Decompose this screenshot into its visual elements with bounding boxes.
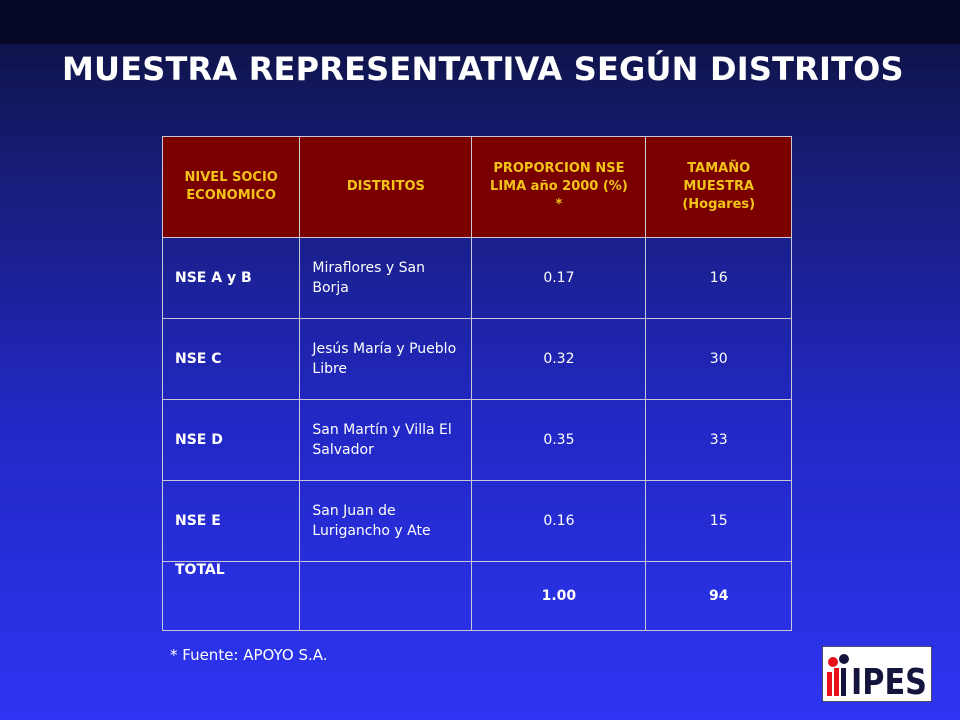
table-row: NSE D San Martín y Villa El Salvador 0.3… bbox=[161, 399, 792, 481]
page-title: MUESTRA REPRESENTATIVA SEGÚN DISTRITOS bbox=[62, 50, 904, 88]
total-proportion: 1.00 bbox=[471, 561, 647, 631]
table-row: NSE C Jesús María y Pueblo Libre 0.32 30 bbox=[161, 318, 792, 400]
header-level: NIVEL SOCIO ECONOMICO bbox=[161, 136, 301, 238]
ipes-logo-graphic: IPES bbox=[821, 645, 933, 703]
logo-frame bbox=[821, 645, 933, 703]
row-proportion: 0.35 bbox=[471, 399, 647, 481]
row-level: NSE D bbox=[161, 399, 301, 481]
sample-table: NIVEL SOCIO ECONOMICO DISTRITOS PROPORCI… bbox=[161, 136, 792, 631]
row-district: Jesús María y Pueblo Libre bbox=[299, 318, 473, 400]
row-sample-size: 33 bbox=[645, 399, 792, 481]
row-level: NSE A y B bbox=[161, 237, 301, 319]
ipes-logo: IPES bbox=[821, 645, 933, 703]
header-district: DISTRITOS bbox=[299, 136, 473, 238]
table-header-row: NIVEL SOCIO ECONOMICO DISTRITOS PROPORCI… bbox=[161, 136, 792, 238]
total-row: TOTAL 1.00 94 bbox=[161, 561, 792, 631]
logo-dot-red bbox=[828, 657, 838, 667]
row-level: NSE C bbox=[161, 318, 301, 400]
row-district: San Martín y Villa El Salvador bbox=[299, 399, 473, 481]
row-sample-size: 16 bbox=[645, 237, 792, 319]
logo-bar-2 bbox=[834, 668, 839, 696]
logo-dot-navy bbox=[839, 654, 849, 664]
total-label: TOTAL bbox=[161, 561, 301, 631]
source-footnote: * Fuente: APOYO S.A. bbox=[170, 646, 328, 664]
top-bar bbox=[0, 0, 960, 44]
row-sample-size: 15 bbox=[645, 480, 792, 562]
header-sample-size: TAMAÑO MUESTRA (Hogares) bbox=[645, 136, 792, 238]
row-proportion: 0.32 bbox=[471, 318, 647, 400]
header-proportion: PROPORCION NSE LIMA año 2000 (%) * bbox=[471, 136, 647, 238]
total-sample-size: 94 bbox=[645, 561, 792, 631]
row-proportion: 0.16 bbox=[471, 480, 647, 562]
row-level: NSE E bbox=[161, 480, 301, 562]
row-sample-size: 30 bbox=[645, 318, 792, 400]
total-district bbox=[299, 561, 473, 631]
logo-bar-1 bbox=[827, 672, 832, 696]
row-district: San Juan de Lurigancho y Ate bbox=[299, 480, 473, 562]
row-proportion: 0.17 bbox=[471, 237, 647, 319]
logo-text: IPES bbox=[851, 662, 927, 702]
table-row: NSE A y B Miraflores y San Borja 0.17 16 bbox=[161, 237, 792, 319]
table-row: NSE E San Juan de Lurigancho y Ate 0.16 … bbox=[161, 480, 792, 562]
logo-bar-3 bbox=[841, 668, 846, 696]
row-district: Miraflores y San Borja bbox=[299, 237, 473, 319]
